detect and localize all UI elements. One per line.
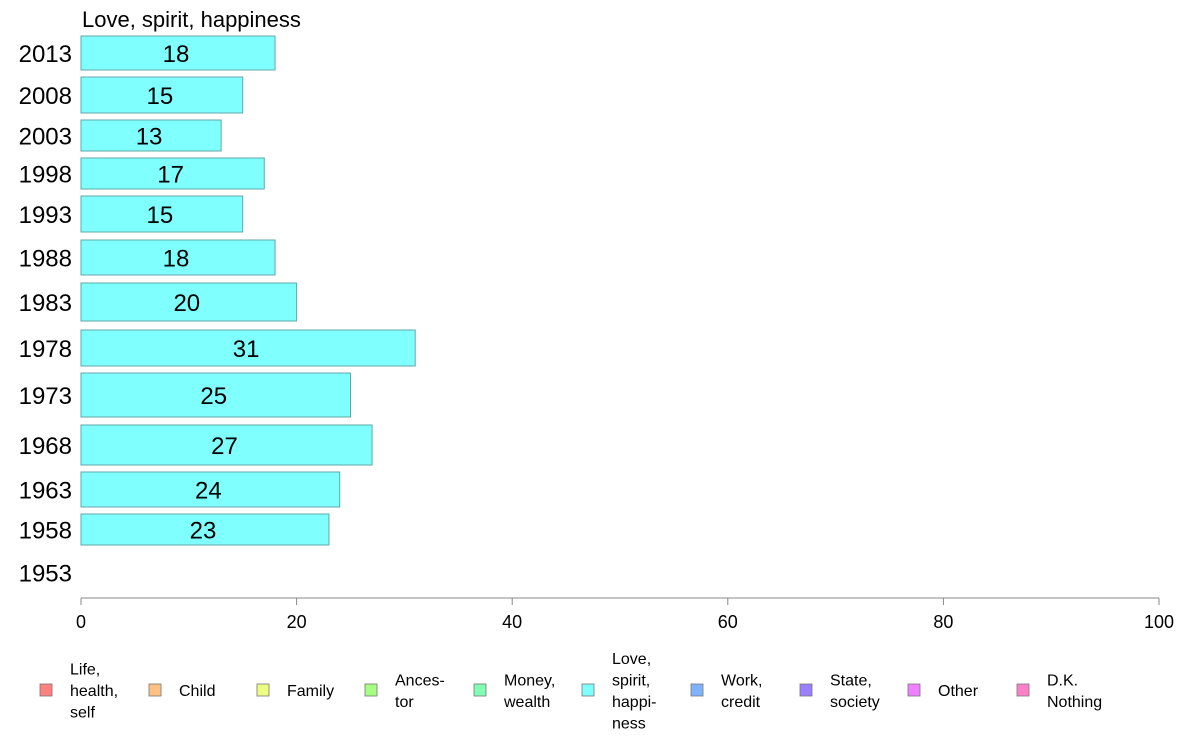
bar-value-label: 18: [163, 41, 190, 68]
legend-label: Other: [938, 683, 979, 700]
legend-swatch: [39, 683, 53, 697]
bar-value-label: 15: [146, 83, 173, 110]
legend-swatch: [148, 683, 162, 697]
y-tick-label: 1953: [19, 561, 72, 588]
bar: [80, 76, 244, 114]
y-tick-label: 2008: [19, 83, 72, 110]
x-tick-label: 60: [718, 612, 738, 632]
bar-value-label: 23: [190, 518, 217, 545]
legend-label: D.K.: [1047, 672, 1078, 689]
legend-swatch: [1016, 683, 1030, 697]
y-tick-label: 1978: [19, 336, 72, 363]
legend-label: Life,: [70, 662, 100, 679]
legend-label: ness: [612, 715, 646, 732]
legend-swatch: [256, 683, 270, 697]
bar-value-label: 18: [163, 246, 190, 273]
bar-value-label: 17: [157, 162, 184, 189]
bar-value-label: 20: [173, 290, 200, 317]
bar-value-label: 24: [195, 478, 222, 505]
y-tick-label: 1958: [19, 518, 72, 545]
legend-swatch: [473, 683, 487, 697]
y-tick-label: 1968: [19, 433, 72, 460]
legend-label: Love,: [612, 651, 651, 668]
y-tick-label: 1983: [19, 290, 72, 317]
bar-value-label: 13: [136, 124, 163, 151]
bar: [80, 513, 330, 546]
legend-label: self: [70, 705, 95, 722]
legend-label: Work,: [721, 672, 762, 689]
bar: [80, 282, 298, 322]
x-tick-label: 0: [76, 612, 86, 632]
legend-label: tor: [395, 694, 414, 711]
y-tick-label: 1988: [19, 246, 72, 273]
legend-label: Money,: [504, 672, 555, 689]
legend-label: happi-: [612, 694, 656, 711]
legend-swatch: [799, 683, 813, 697]
bar: [80, 35, 276, 71]
x-tick-label: 100: [1144, 612, 1174, 632]
bar: [80, 239, 276, 276]
legend-label: Ances-: [395, 672, 445, 689]
bar: [80, 424, 373, 466]
y-tick-label: 1998: [19, 162, 72, 189]
legend-label: Child: [179, 683, 215, 700]
x-tick-label: 80: [933, 612, 953, 632]
legend-label: health,: [70, 683, 118, 700]
legend-swatch: [581, 683, 595, 697]
bar: [80, 157, 265, 190]
legend-label: spirit,: [612, 672, 650, 689]
x-tick-label: 20: [287, 612, 307, 632]
bar: [80, 471, 341, 508]
y-tick-label: 2013: [19, 41, 72, 68]
y-tick-label: 1973: [19, 383, 72, 410]
bar-value-label: 27: [211, 433, 238, 460]
y-tick-label: 1963: [19, 478, 72, 505]
legend-label: society: [830, 694, 880, 711]
legend-swatch: [690, 683, 704, 697]
bar-value-label: 31: [233, 336, 260, 363]
x-tick-label: 40: [502, 612, 522, 632]
legend-label: Nothing: [1047, 694, 1102, 711]
bar: [80, 329, 416, 367]
bar-value-label: 15: [146, 202, 173, 229]
bar: [80, 372, 351, 418]
legend-swatch: [907, 683, 921, 697]
legend-label: Family: [287, 683, 334, 700]
chart-title: Love, spirit, happiness: [82, 7, 301, 32]
y-tick-label: 2003: [19, 124, 72, 151]
legend-swatch: [364, 683, 378, 697]
bar: [80, 195, 244, 233]
legend-label: credit: [721, 694, 761, 711]
legend-label: wealth: [503, 694, 550, 711]
bar-value-label: 25: [200, 383, 227, 410]
y-tick-label: 1993: [19, 202, 72, 229]
bar: [80, 119, 222, 152]
legend-label: State,: [830, 672, 872, 689]
